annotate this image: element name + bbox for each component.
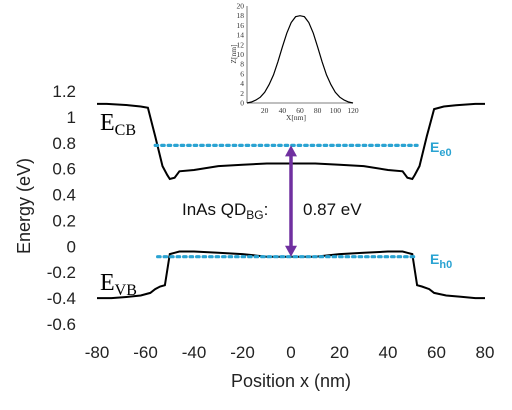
inset-x-tick-label: 100 — [330, 106, 342, 115]
inset-series-line — [246, 15, 354, 104]
ecb-label: ECB — [100, 110, 136, 139]
x-tick-label: -60 — [133, 343, 158, 362]
inset-y-tick-label: 12 — [237, 40, 245, 49]
inset-y-tick-label: 18 — [237, 11, 245, 20]
inset-y-tick-label: 10 — [237, 50, 245, 59]
inset-y-tick-label: 2 — [240, 89, 244, 98]
y-tick-label: 1.2 — [52, 82, 76, 101]
evb-label: EVB — [100, 270, 137, 299]
inset-x-tick-label: 60 — [296, 106, 304, 115]
inset-x-tick-label: 40 — [279, 106, 287, 115]
main-axes: -80 -60 -40 -20 0 20 40 60 801.210.80.60.40.20-0… — [47, 82, 495, 362]
x-axis-label: Position x (nm) — [231, 371, 351, 391]
bandgap-value: 0.87 eV — [303, 200, 362, 219]
inset-x-label: X[nm] — [286, 113, 306, 122]
y-tick-label: 0.6 — [52, 160, 76, 179]
eh0-label: Eh0 — [430, 251, 452, 271]
y-tick-label: 0.2 — [52, 211, 76, 230]
y-tick-label: 0 — [67, 237, 76, 256]
inset-y-tick-label: 6 — [240, 69, 244, 78]
y-tick-label: 0.8 — [52, 134, 76, 153]
x-tick-label: 60 — [427, 343, 446, 362]
inset-background — [229, 2, 362, 120]
x-tick-label: -40 — [182, 343, 207, 362]
x-tick-label: 40 — [379, 343, 398, 362]
x-tick-label: 0 — [286, 343, 295, 362]
inset-y-tick-label: 4 — [240, 79, 244, 88]
inset-y-label: Z[nm] — [229, 44, 238, 63]
x-tick-label: -20 — [230, 343, 255, 362]
inset-y-tick-label: 16 — [237, 21, 245, 30]
inset-x-tick-label: 80 — [314, 106, 322, 115]
x-tick-label: -80 — [85, 343, 110, 362]
arrow-head-up — [285, 145, 297, 157]
y-axis-label: Energy (eV) — [14, 158, 34, 254]
y-tick-label: -0.2 — [47, 263, 76, 282]
x-tick-label: 80 — [476, 343, 495, 362]
y-tick-label: 1 — [67, 108, 76, 127]
inset-y-tick-label: 0 — [240, 99, 244, 108]
x-tick-label: 20 — [330, 343, 349, 362]
inset-y-tick-label: 8 — [240, 60, 244, 69]
inset-y-tick-label: 14 — [237, 31, 245, 40]
inset-x-tick-label: 120 — [347, 106, 359, 115]
energy-levels — [153, 143, 419, 259]
y-tick-label: 0.4 — [52, 186, 76, 205]
y-tick-label: -0.4 — [47, 289, 76, 308]
inset-y-tick-label: 20 — [237, 2, 245, 11]
arrow-head-down — [285, 245, 297, 257]
inset-x-tick-label: 20 — [261, 106, 269, 115]
series-line-e-vb — [97, 250, 485, 300]
bandgap-annotation: InAs QDBG: — [182, 200, 268, 222]
inset-curve — [246, 15, 354, 104]
ee0-label: Ee0 — [430, 139, 452, 159]
y-tick-label: -0.6 — [47, 315, 76, 334]
bandgap-arrow — [285, 145, 297, 257]
